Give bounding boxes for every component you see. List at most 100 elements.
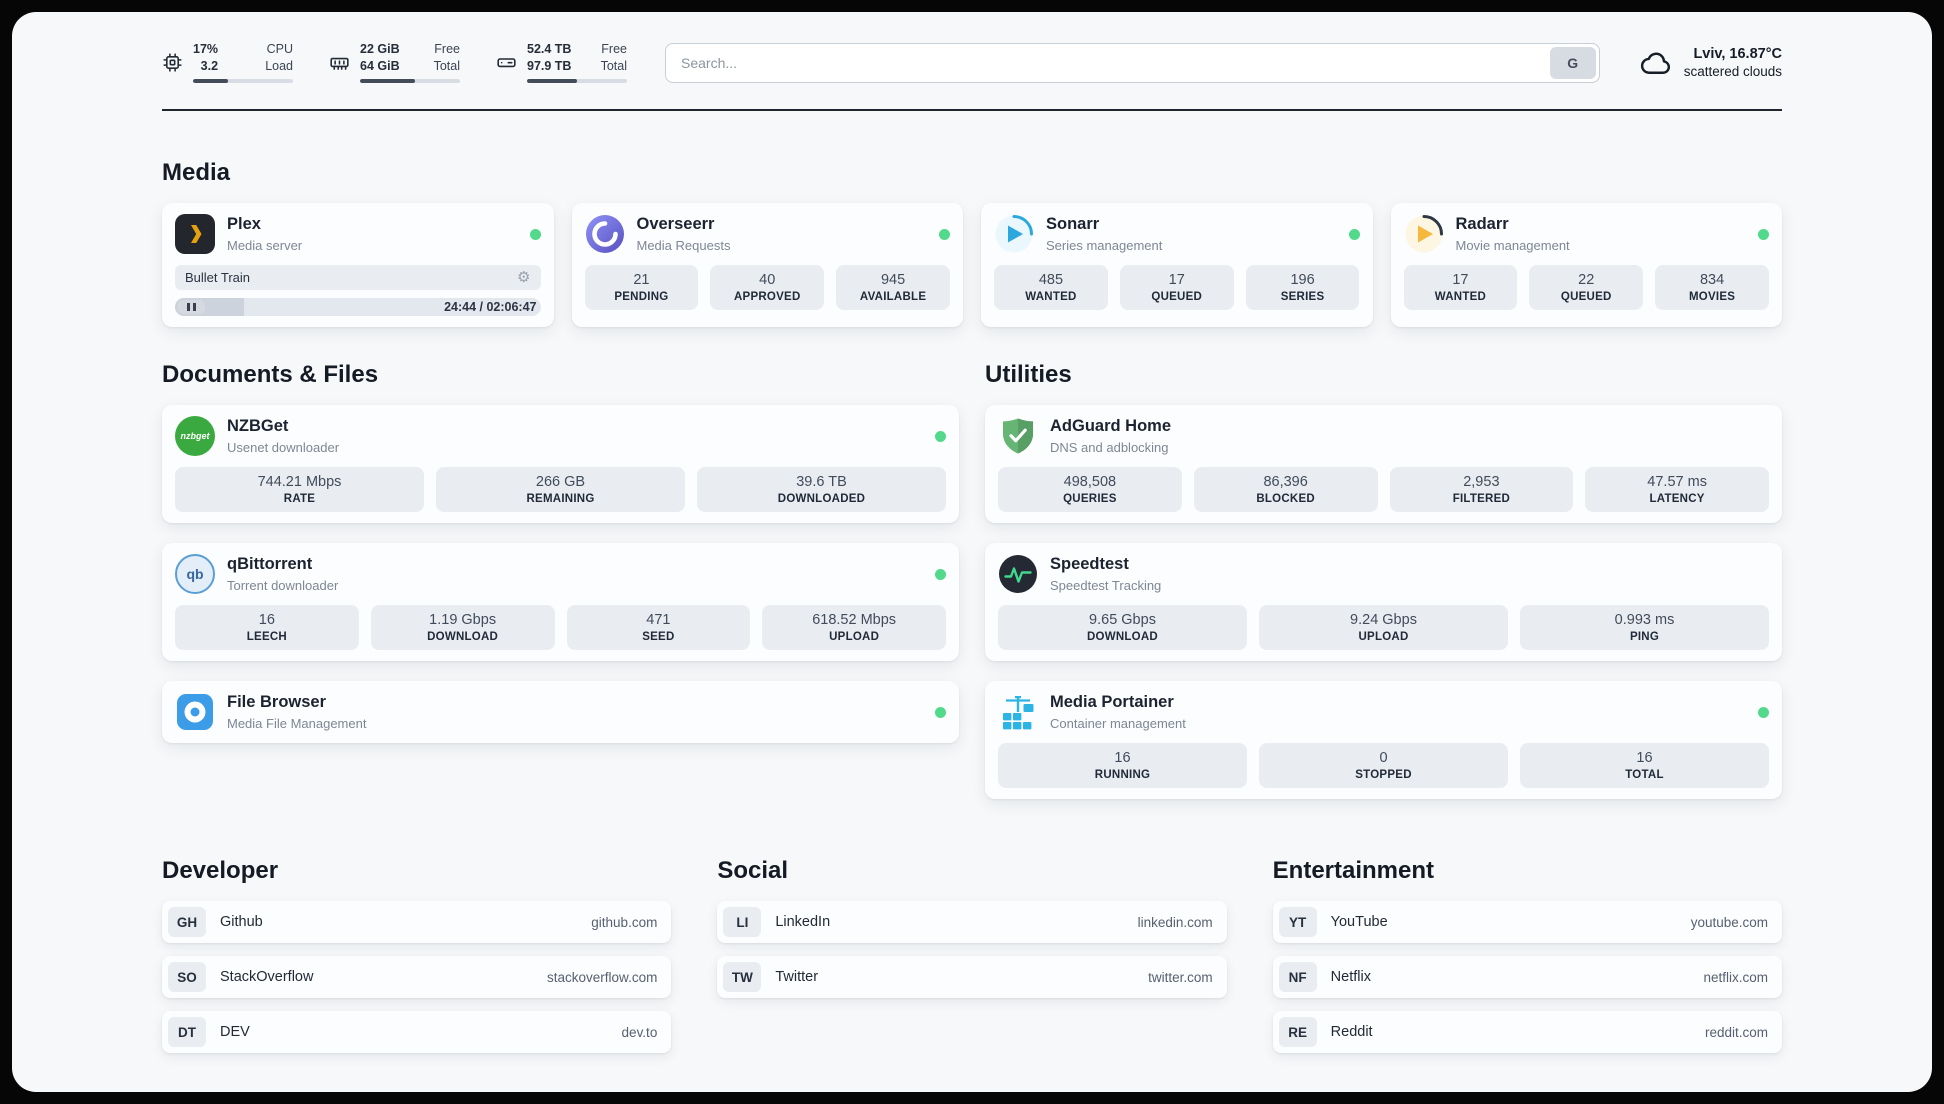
app-subtitle-filebrowser: Media File Management xyxy=(227,715,367,731)
app-name-portainer: Media Portainer xyxy=(1050,692,1174,711)
stat-label: APPROVED xyxy=(733,291,801,303)
stat-label: WANTED xyxy=(1025,291,1077,303)
app-overseerr[interactable]: Overseerr Media Requests xyxy=(585,214,950,254)
qbittorrent-icon: qb xyxy=(175,554,215,594)
ram-total-value: 64 GiB xyxy=(360,59,400,73)
app-subtitle-adguard: DNS and adblocking xyxy=(1050,439,1169,455)
bookmark-name: LinkedIn xyxy=(775,914,831,930)
bookmark-netflix[interactable]: NF Netflix netflix.com xyxy=(1272,956,1782,998)
section-title-utilities: Utilities xyxy=(985,361,1072,388)
app-subtitle-qbittorrent: Torrent downloader xyxy=(227,577,339,593)
status-indicator xyxy=(935,568,946,580)
stat-value: 196 xyxy=(1290,272,1315,288)
bookmark-youtube[interactable]: YT YouTube youtube.com xyxy=(1272,901,1782,943)
status-indicator xyxy=(1758,706,1769,718)
stat-label: UPLOAD xyxy=(829,631,880,643)
stat-value: 17 xyxy=(1452,272,1469,288)
playback-progress-bar[interactable] xyxy=(175,298,541,316)
bookmark-dev[interactable]: DT DEV dev.to xyxy=(162,1011,672,1053)
search-provider-button[interactable]: G xyxy=(1549,46,1596,79)
app-filebrowser[interactable]: File Browser Media File Management xyxy=(175,692,946,732)
bookmark-url: github.com xyxy=(591,914,658,930)
ram-stat: 22 GiB 64 GiB Free Total xyxy=(329,42,460,83)
card-overseerr: Overseerr Media Requests 21 PENDING 40 A… xyxy=(571,203,963,327)
stat-label: SERIES xyxy=(1280,291,1325,303)
cpu-label: CPU xyxy=(266,42,293,56)
bookmark-twitter[interactable]: TW Twitter twitter.com xyxy=(717,956,1227,998)
card-speedtest: Speedtest Speedtest Tracking 9.65 Gbps D… xyxy=(985,543,1782,661)
stat-label: MOVIES xyxy=(1688,291,1736,303)
stat-blocked: 86,396 BLOCKED xyxy=(1193,467,1378,512)
search-input[interactable] xyxy=(669,54,1550,71)
bookmark-url: twitter.com xyxy=(1148,969,1213,985)
bookmark-abbr: TW xyxy=(723,962,762,992)
stat-value: 834 xyxy=(1699,272,1725,288)
bookmark-reddit[interactable]: RE Reddit reddit.com xyxy=(1272,1011,1782,1053)
card-adguard: AdGuard Home DNS and adblocking 498,508 … xyxy=(985,405,1782,523)
portainer-crane-icon xyxy=(998,692,1038,732)
app-portainer[interactable]: Media Portainer Container management xyxy=(998,692,1769,732)
stat-value: 485 xyxy=(1038,272,1064,288)
stat-label: TOTAL xyxy=(1625,769,1664,781)
speedtest-pulse-icon xyxy=(998,554,1038,594)
stat-label: UPLOAD xyxy=(1358,631,1409,643)
weather-location: Lviv, 16.87°C xyxy=(1693,46,1782,62)
bookmark-linkedin[interactable]: LI LinkedIn linkedin.com xyxy=(717,901,1227,943)
bookmark-github[interactable]: GH Github github.com xyxy=(162,901,672,943)
nzbget-icon: nzbget xyxy=(175,416,215,456)
ram-free-label: Free xyxy=(434,42,460,56)
bookmark-name: Reddit xyxy=(1330,1024,1373,1040)
app-plex[interactable]: Plex Media server xyxy=(175,214,541,254)
plex-icon xyxy=(175,214,215,254)
stat-label: SEED xyxy=(642,631,675,643)
disk-free-label: Free xyxy=(601,42,627,56)
stat-value: 266 GB xyxy=(535,474,586,490)
filebrowser-icon xyxy=(175,692,215,732)
stat-value: 471 xyxy=(646,612,671,628)
app-adguard[interactable]: AdGuard Home DNS and adblocking xyxy=(998,416,1769,456)
app-nzbget[interactable]: nzbget NZBGet Usenet downloader xyxy=(175,416,946,456)
bookmark-url: dev.to xyxy=(621,1024,658,1040)
section-media: Media Plex Media server xyxy=(162,159,1782,327)
pause-button[interactable] xyxy=(178,300,205,314)
stat-label: DOWNLOADED xyxy=(777,493,866,505)
weather-condition: scattered clouds xyxy=(1683,64,1782,79)
stat-label: LEECH xyxy=(246,631,287,643)
stat-wanted: 17 WANTED xyxy=(1403,265,1518,310)
stat-value: 0.993 ms xyxy=(1614,612,1675,628)
stat-downloaded: 39.6 TB DOWNLOADED xyxy=(697,467,946,512)
app-name-nzbget: NZBGet xyxy=(227,416,289,435)
app-sonarr[interactable]: Sonarr Series management xyxy=(994,214,1360,254)
disk-progress-bar xyxy=(527,79,627,83)
app-name-overseerr: Overseerr xyxy=(636,214,715,233)
card-sonarr: Sonarr Series management 485 WANTED 17 Q… xyxy=(981,203,1373,327)
bookmark-abbr: NF xyxy=(1278,962,1317,992)
section-title-social: Social xyxy=(717,857,789,884)
app-subtitle-portainer: Container management xyxy=(1050,715,1186,731)
bookmark-stackoverflow[interactable]: SO StackOverflow stackoverflow.com xyxy=(162,956,672,998)
stat-value: 47.57 ms xyxy=(1647,474,1707,490)
status-indicator xyxy=(529,228,541,240)
stat-running: 16 RUNNING xyxy=(998,743,1247,788)
app-name-qbittorrent: qBittorrent xyxy=(227,554,313,573)
disk-free-value: 52.4 TB xyxy=(527,42,572,56)
bookmark-url: netflix.com xyxy=(1703,969,1768,985)
stat-value: 0 xyxy=(1379,750,1388,766)
ram-progress-bar xyxy=(360,79,460,83)
stat-label: RUNNING xyxy=(1094,769,1151,781)
cpu-stat: 17% 3.2 CPU Load xyxy=(162,42,293,83)
stat-value: 40 xyxy=(759,272,776,288)
status-indicator xyxy=(1758,228,1769,240)
gear-icon[interactable]: ⚙ xyxy=(517,269,531,286)
stat-label: WANTED xyxy=(1434,291,1487,303)
stat-seed: 471 SEED xyxy=(566,605,751,650)
app-radarr[interactable]: Radarr Movie management xyxy=(1404,214,1769,254)
header-divider xyxy=(162,109,1782,111)
disk-stat: 52.4 TB 97.9 TB Free Total xyxy=(496,42,627,83)
stat-label: STOPPED xyxy=(1355,769,1412,781)
app-qbittorrent[interactable]: qb qBittorrent Torrent downloader xyxy=(175,554,946,594)
sonarr-icon xyxy=(994,214,1034,254)
plex-now-playing: Bullet Train ⚙ 24:44 / 02:06:47 xyxy=(175,265,541,316)
app-speedtest[interactable]: Speedtest Speedtest Tracking xyxy=(998,554,1769,594)
system-stats: 17% 3.2 CPU Load xyxy=(162,42,627,83)
